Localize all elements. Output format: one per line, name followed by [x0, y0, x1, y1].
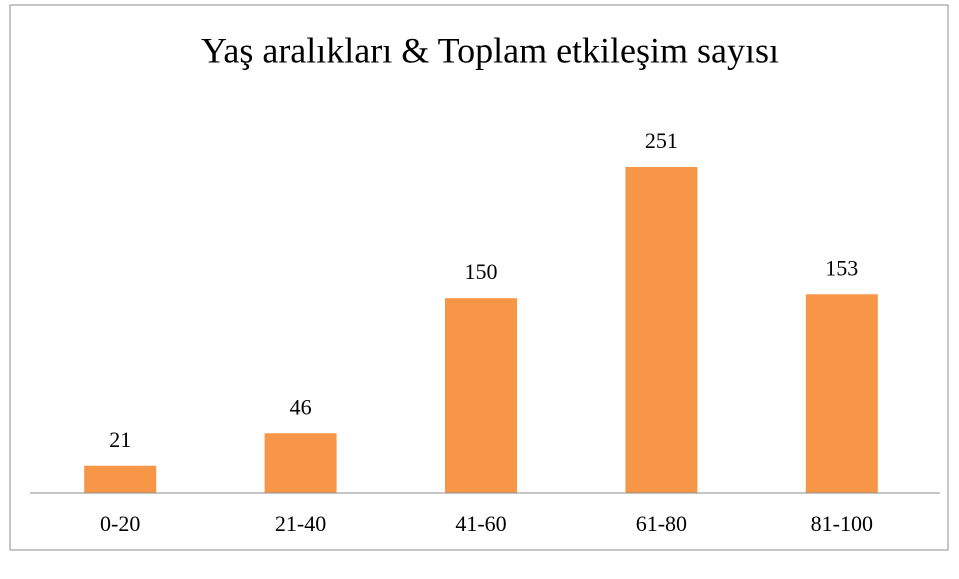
x-tick-label: 61-80	[636, 511, 687, 536]
x-tick-label: 41-60	[455, 511, 506, 536]
x-tick-label: 21-40	[275, 511, 326, 536]
bar	[84, 465, 157, 493]
data-label: 21	[109, 427, 131, 452]
data-label: 153	[825, 255, 858, 280]
bar	[445, 298, 517, 493]
data-label: 251	[645, 128, 678, 153]
data-label: 150	[465, 259, 498, 284]
bar	[805, 294, 878, 493]
data-label: 46	[290, 394, 312, 419]
x-tick-label: 0-20	[100, 511, 140, 536]
bar	[625, 167, 698, 493]
bar	[264, 433, 337, 493]
chart-title: Yaş aralıkları & Toplam etkileşim sayısı	[201, 30, 779, 70]
x-tick-label: 81-100	[811, 511, 873, 536]
